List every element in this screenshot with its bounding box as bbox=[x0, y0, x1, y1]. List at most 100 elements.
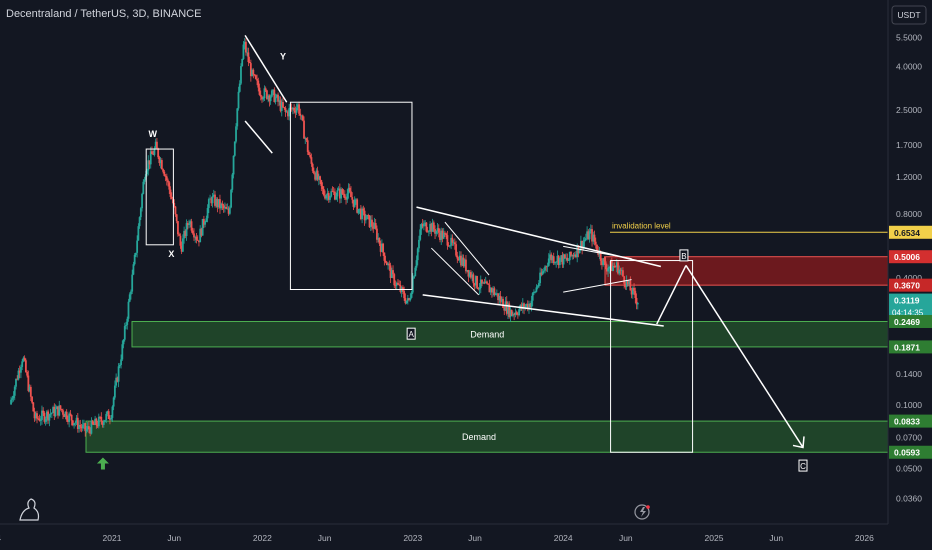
candle-body bbox=[204, 222, 207, 225]
candle-body bbox=[278, 100, 281, 102]
candle-body bbox=[426, 231, 429, 233]
candle-body bbox=[41, 410, 43, 420]
candle-body bbox=[277, 94, 279, 102]
candle-body bbox=[23, 357, 26, 361]
candle-body bbox=[294, 110, 297, 113]
candle-body bbox=[58, 405, 61, 416]
candle-body bbox=[355, 199, 357, 201]
candle-body bbox=[467, 270, 470, 277]
candle-body bbox=[298, 104, 300, 114]
candle-body bbox=[540, 272, 543, 275]
candle-body bbox=[458, 255, 461, 261]
candle-body bbox=[33, 411, 36, 419]
candle-body bbox=[348, 187, 351, 192]
candle-body bbox=[139, 208, 142, 218]
candle-body bbox=[117, 366, 120, 382]
candle-body bbox=[322, 189, 325, 196]
candle-body bbox=[353, 199, 356, 207]
candle-body bbox=[430, 223, 433, 232]
candle-body bbox=[28, 386, 31, 391]
candle-body bbox=[498, 296, 501, 301]
candle-body bbox=[315, 170, 318, 180]
candle-body bbox=[97, 416, 100, 427]
price-level-value: 0.6534 bbox=[894, 228, 920, 238]
candle-body bbox=[558, 257, 561, 266]
candle-body bbox=[275, 94, 278, 98]
candle-body bbox=[102, 421, 105, 425]
candle-body bbox=[55, 406, 58, 409]
candle-body bbox=[424, 222, 427, 224]
candle-body bbox=[446, 235, 449, 246]
event-flash-icon[interactable] bbox=[634, 504, 650, 520]
candle-body bbox=[64, 411, 67, 418]
candle-body bbox=[594, 241, 597, 245]
candle-body bbox=[414, 267, 417, 277]
arrow-c-icon bbox=[792, 436, 805, 449]
price-level-tag bbox=[889, 414, 932, 428]
price-level-value: 0.0833 bbox=[894, 417, 920, 427]
candle-body bbox=[118, 364, 121, 367]
candle-body bbox=[544, 266, 546, 271]
candle-body bbox=[567, 260, 570, 261]
candle-body bbox=[238, 83, 241, 92]
candle-body bbox=[126, 318, 129, 325]
price-level-value: 0.5006 bbox=[894, 252, 920, 262]
candle-body bbox=[364, 219, 367, 221]
candle-body bbox=[101, 421, 104, 425]
candle-body bbox=[146, 170, 148, 175]
candle-body bbox=[420, 224, 423, 230]
candle-body bbox=[457, 258, 460, 261]
candle-body bbox=[50, 412, 53, 414]
candle-body bbox=[288, 108, 291, 117]
tradingview-logo-icon[interactable] bbox=[19, 498, 40, 521]
candle-body bbox=[261, 96, 263, 100]
candle-body bbox=[258, 87, 261, 95]
candle-body bbox=[515, 312, 518, 315]
candle-body bbox=[111, 406, 114, 418]
candle-body bbox=[104, 420, 106, 422]
candle-body bbox=[530, 300, 533, 308]
candle-body bbox=[243, 41, 246, 45]
candle-body bbox=[350, 191, 352, 198]
candle-body bbox=[371, 219, 373, 227]
candle-body bbox=[251, 69, 253, 77]
candle-body bbox=[520, 304, 523, 309]
candle-body bbox=[435, 230, 438, 234]
projection-leg-c bbox=[685, 265, 804, 448]
candle-body bbox=[410, 292, 413, 298]
currency-badge[interactable] bbox=[891, 5, 927, 25]
candle-body bbox=[253, 74, 256, 76]
candle-body bbox=[94, 418, 97, 425]
candle-body bbox=[59, 405, 62, 410]
candle-body bbox=[78, 425, 80, 429]
candle-body bbox=[636, 302, 639, 305]
candle-body bbox=[525, 303, 528, 307]
candle-body bbox=[472, 274, 475, 284]
candle-body bbox=[477, 287, 480, 290]
candle-body bbox=[262, 98, 265, 100]
time-tick-label: 2026 bbox=[855, 533, 874, 543]
candle-body bbox=[305, 138, 308, 141]
candle-body bbox=[52, 407, 54, 413]
price-tick-label: 0.0360 bbox=[896, 494, 922, 504]
candle-body bbox=[528, 303, 530, 310]
candle-body bbox=[462, 257, 465, 267]
candle-body bbox=[570, 251, 572, 257]
candle-body bbox=[613, 265, 616, 267]
candle-body bbox=[539, 272, 542, 284]
candle-body bbox=[340, 189, 342, 199]
candle-body bbox=[481, 279, 483, 284]
candle-body bbox=[291, 107, 294, 110]
candle-body bbox=[241, 58, 244, 67]
candle-body bbox=[214, 194, 216, 206]
candle-body bbox=[603, 258, 606, 262]
candle-body bbox=[122, 339, 125, 345]
candle-body bbox=[84, 423, 87, 432]
candle-body bbox=[524, 306, 527, 309]
candle-body bbox=[405, 300, 408, 304]
candle-body bbox=[395, 282, 398, 286]
candle-body bbox=[573, 254, 576, 257]
candle-body bbox=[554, 262, 556, 264]
candle-body bbox=[513, 314, 516, 316]
